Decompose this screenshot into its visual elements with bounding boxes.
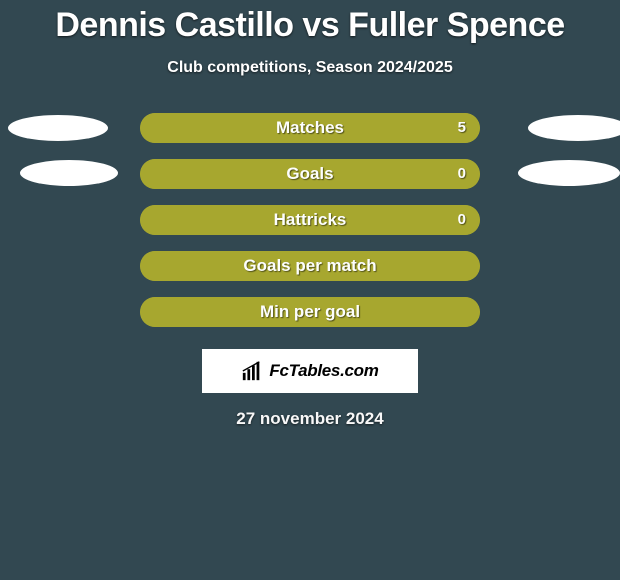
logo-text: FcTables.com — [269, 361, 378, 381]
bar-chart-icon — [241, 360, 263, 382]
logo-box[interactable]: FcTables.com — [202, 349, 418, 393]
page-title: Dennis Castillo vs Fuller Spence — [0, 6, 620, 45]
page-subtitle: Club competitions, Season 2024/2025 — [0, 59, 620, 77]
stat-value-right: 0 — [458, 159, 466, 189]
player-left-marker — [20, 160, 118, 186]
stat-bar: Goals per match — [140, 251, 480, 281]
stat-bar: Goals 0 — [140, 159, 480, 189]
stat-row-goals: Goals 0 — [0, 159, 620, 189]
stat-label: Matches — [140, 113, 480, 143]
stat-value-right: 5 — [458, 113, 466, 143]
stats-list: Matches 5 Goals 0 Hattricks 0 — [0, 113, 620, 327]
comparison-card: Dennis Castillo vs Fuller Spence Club co… — [0, 0, 620, 429]
stat-label: Goals — [140, 159, 480, 189]
date-label: 27 november 2024 — [0, 409, 620, 429]
stat-row-hattricks: Hattricks 0 — [0, 205, 620, 235]
stat-bar: Matches 5 — [140, 113, 480, 143]
stat-row-goals-per-match: Goals per match — [0, 251, 620, 281]
stat-label: Hattricks — [140, 205, 480, 235]
stat-row-matches: Matches 5 — [0, 113, 620, 143]
stat-value-right: 0 — [458, 205, 466, 235]
stat-label: Goals per match — [140, 251, 480, 281]
player-left-marker — [8, 115, 108, 141]
player-right-marker — [518, 160, 620, 186]
stat-row-min-per-goal: Min per goal — [0, 297, 620, 327]
stat-bar: Hattricks 0 — [140, 205, 480, 235]
player-right-marker — [528, 115, 620, 141]
stat-bar: Min per goal — [140, 297, 480, 327]
stat-label: Min per goal — [140, 297, 480, 327]
